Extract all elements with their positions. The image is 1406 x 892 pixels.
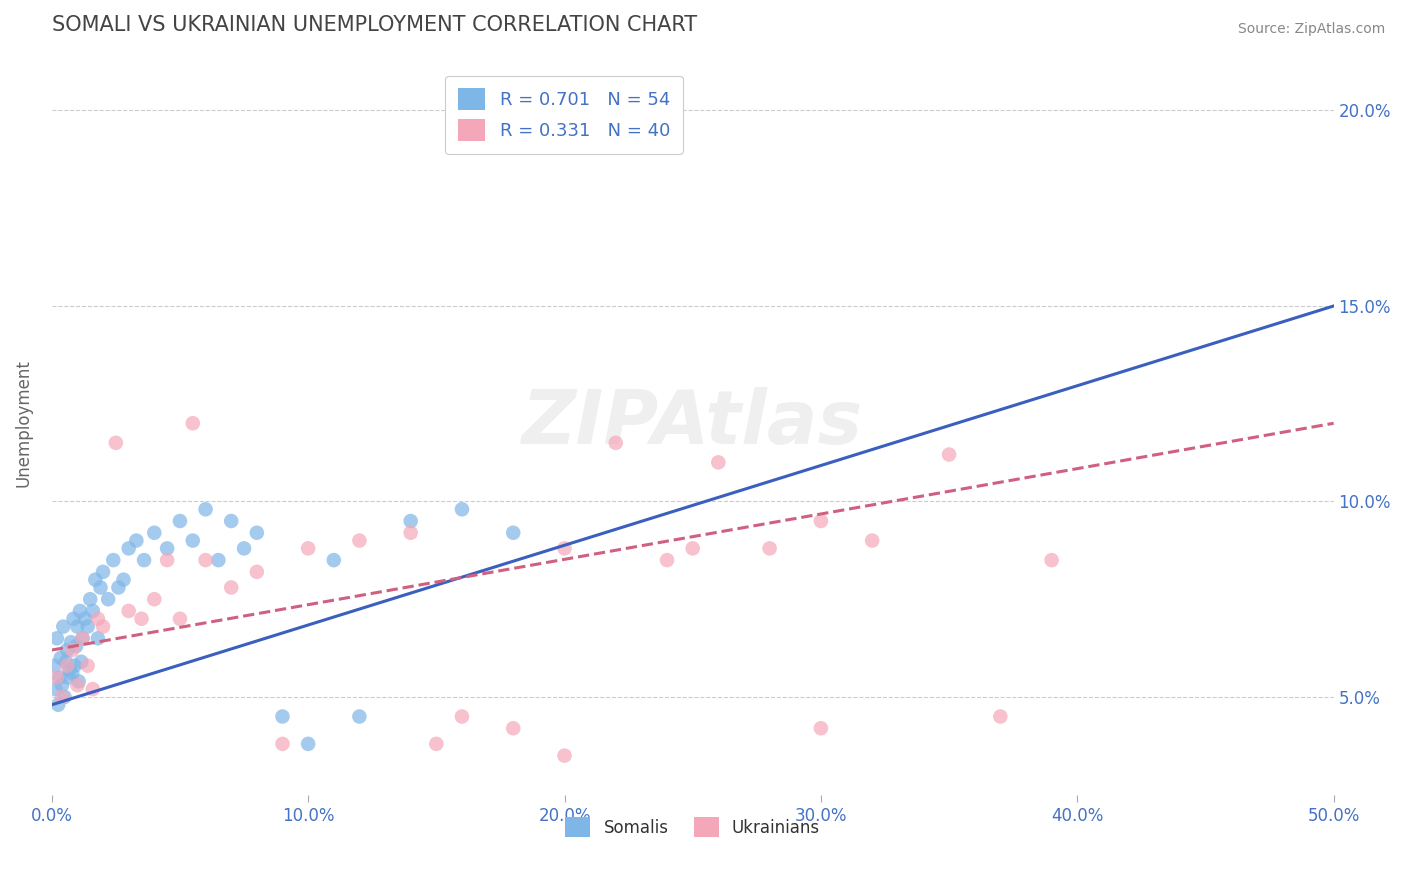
Point bbox=[860, 533, 883, 548]
Point bbox=[399, 525, 422, 540]
Point bbox=[169, 514, 191, 528]
Point bbox=[349, 533, 371, 548]
Point bbox=[62, 612, 84, 626]
Point bbox=[45, 682, 67, 697]
Point bbox=[1040, 553, 1063, 567]
Point bbox=[207, 553, 229, 567]
Point bbox=[271, 709, 294, 723]
Point bbox=[60, 666, 83, 681]
Point bbox=[44, 658, 66, 673]
Point bbox=[219, 581, 242, 595]
Text: SOMALI VS UKRAINIAN UNEMPLOYMENT CORRELATION CHART: SOMALI VS UKRAINIAN UNEMPLOYMENT CORRELA… bbox=[52, 15, 697, 35]
Point bbox=[181, 533, 204, 548]
Point bbox=[399, 514, 422, 528]
Point bbox=[72, 632, 94, 646]
Point bbox=[553, 541, 575, 556]
Point bbox=[51, 678, 73, 692]
Point bbox=[45, 670, 67, 684]
Point bbox=[605, 435, 627, 450]
Point bbox=[103, 553, 125, 567]
Point bbox=[52, 619, 75, 633]
Point bbox=[82, 604, 104, 618]
Point bbox=[67, 674, 90, 689]
Point bbox=[349, 709, 371, 723]
Point bbox=[181, 417, 204, 431]
Point bbox=[87, 612, 110, 626]
Point bbox=[63, 658, 86, 673]
Point bbox=[131, 612, 153, 626]
Point bbox=[118, 604, 141, 618]
Text: ZIPAtlas: ZIPAtlas bbox=[522, 387, 863, 459]
Point bbox=[48, 670, 70, 684]
Point bbox=[82, 682, 104, 697]
Point bbox=[219, 514, 242, 528]
Point bbox=[502, 721, 524, 735]
Point bbox=[758, 541, 780, 556]
Point bbox=[118, 541, 141, 556]
Point bbox=[87, 632, 110, 646]
Point bbox=[59, 635, 82, 649]
Point bbox=[112, 573, 135, 587]
Point bbox=[451, 502, 474, 516]
Point bbox=[51, 690, 73, 704]
Point bbox=[707, 455, 730, 469]
Point bbox=[810, 514, 832, 528]
Point bbox=[49, 651, 72, 665]
Point bbox=[91, 619, 114, 633]
Point bbox=[91, 565, 114, 579]
Point bbox=[246, 525, 269, 540]
Point bbox=[46, 698, 69, 712]
Point bbox=[125, 533, 148, 548]
Y-axis label: Unemployment: Unemployment bbox=[15, 359, 32, 487]
Point bbox=[58, 670, 80, 684]
Point bbox=[938, 448, 960, 462]
Point bbox=[45, 632, 67, 646]
Point bbox=[143, 592, 166, 607]
Point bbox=[297, 737, 319, 751]
Point bbox=[66, 678, 89, 692]
Point bbox=[156, 541, 179, 556]
Point bbox=[56, 643, 79, 657]
Point bbox=[97, 592, 120, 607]
Point bbox=[89, 581, 111, 595]
Point bbox=[194, 502, 217, 516]
Point bbox=[65, 639, 87, 653]
Point bbox=[143, 525, 166, 540]
Point bbox=[66, 619, 89, 633]
Point bbox=[246, 565, 269, 579]
Point bbox=[72, 632, 94, 646]
Point bbox=[107, 581, 129, 595]
Point bbox=[84, 573, 107, 587]
Point bbox=[682, 541, 704, 556]
Point bbox=[451, 709, 474, 723]
Point bbox=[194, 553, 217, 567]
Point bbox=[425, 737, 447, 751]
Point bbox=[169, 612, 191, 626]
Point bbox=[76, 658, 98, 673]
Point bbox=[60, 643, 83, 657]
Point bbox=[810, 721, 832, 735]
Point bbox=[70, 655, 93, 669]
Point bbox=[156, 553, 179, 567]
Point bbox=[297, 541, 319, 556]
Point bbox=[104, 435, 127, 450]
Legend: Somalis, Ukrainians: Somalis, Ukrainians bbox=[557, 809, 828, 846]
Text: Source: ZipAtlas.com: Source: ZipAtlas.com bbox=[1237, 22, 1385, 37]
Point bbox=[502, 525, 524, 540]
Point bbox=[655, 553, 678, 567]
Point bbox=[322, 553, 344, 567]
Point bbox=[56, 658, 79, 673]
Point bbox=[53, 690, 76, 704]
Point bbox=[79, 592, 101, 607]
Point bbox=[271, 737, 294, 751]
Point bbox=[59, 663, 82, 677]
Point bbox=[69, 604, 91, 618]
Point bbox=[132, 553, 155, 567]
Point bbox=[553, 748, 575, 763]
Point bbox=[988, 709, 1011, 723]
Point bbox=[55, 655, 77, 669]
Point bbox=[75, 612, 97, 626]
Point bbox=[76, 619, 98, 633]
Point bbox=[233, 541, 256, 556]
